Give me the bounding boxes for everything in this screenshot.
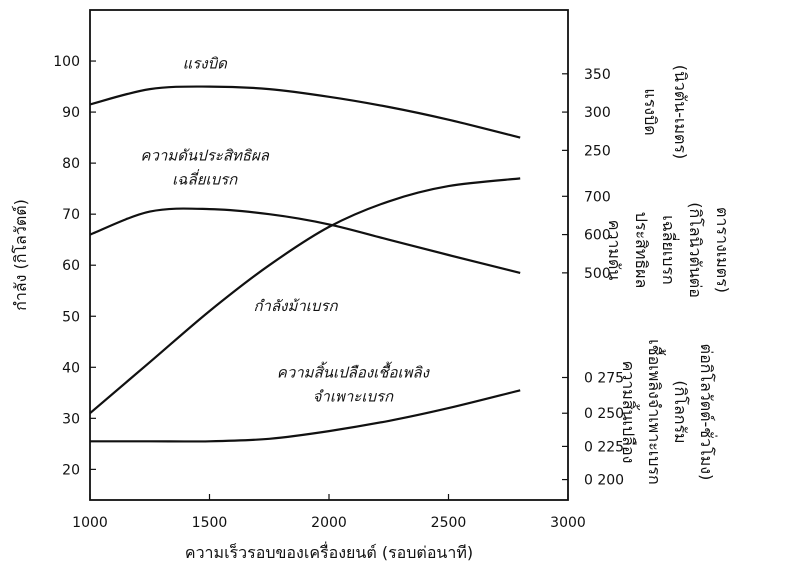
y-tick-label: 40 <box>62 360 80 376</box>
series-annotation: แรงบิด <box>183 55 229 73</box>
right-tick-label: 500 <box>584 266 611 282</box>
y-tick-label: 50 <box>62 309 80 325</box>
right-tick-label: 0 200 <box>584 473 624 489</box>
right-tick-label: 350 <box>584 67 611 83</box>
left-y-axis: 20 30 40 50 60 70 80 90 100 <box>53 54 96 478</box>
series-annotations: แรงบิดความดันประสิทธิผลเฉลี่ยเบรกกำลังม้… <box>140 55 430 406</box>
series-annotation: เฉลี่ยเบรก <box>172 169 238 189</box>
series-line <box>89 177 521 415</box>
y-tick-label: 60 <box>62 258 80 274</box>
right-axis-title-line: ประสิทธิผล <box>632 212 651 289</box>
series-line <box>89 85 521 139</box>
right-axis-title-line: ตารางเมตร) <box>713 207 732 293</box>
series-annotation: กำลังม้าเบรก <box>253 297 338 315</box>
y-axis-title: กำลัง (กิโลวัตต์) <box>11 199 30 311</box>
right-axis-title-line: แรงบิด <box>641 88 660 135</box>
y-tick-label: 90 <box>62 105 80 121</box>
right-axis-title-line: (กิโลกรัม <box>671 380 690 443</box>
series-line <box>90 389 521 443</box>
right-axis-title-line: (นิวตัน-เมตร) <box>671 65 690 160</box>
right-axis-title-line: ต่อกิโลวัตต์-ชั่วโมง) <box>697 344 718 481</box>
right-tick-label: 0 225 <box>584 439 624 455</box>
x-tick-label: 1000 <box>72 515 108 531</box>
right-axis-title-line: (กิโลนิวตันต่อ <box>686 202 705 298</box>
x-axis: 1000 1500 2000 2500 3000 <box>72 494 586 531</box>
y-tick-label: 70 <box>62 207 80 223</box>
x-axis-title: ความเร็วรอบของเครื่องยนต์ (รอบต่อนาที) <box>185 541 473 562</box>
right-tick-label: 0 250 <box>584 406 624 422</box>
x-tick-label: 3000 <box>550 515 586 531</box>
right-tick-label: 300 <box>584 105 611 121</box>
right-axis-title-line: ความสิ้นเปลือง <box>619 361 640 464</box>
plot-frame <box>89 9 569 501</box>
right-tick-label: 0 275 <box>584 371 624 387</box>
x-tick-label: 2500 <box>431 515 467 531</box>
right-axis-title-line: เชื้อเพลิงจำเพาะเบรก <box>645 339 666 484</box>
y-tick-label: 80 <box>62 156 80 172</box>
y-tick-label: 100 <box>53 54 80 70</box>
y-tick-label: 20 <box>62 462 80 478</box>
x-tick-label: 1500 <box>192 515 228 531</box>
right-axis-title-line: ความดัน <box>605 220 624 281</box>
x-tick-label: 2000 <box>311 515 347 531</box>
series-line <box>89 207 521 274</box>
series-annotation: จำเพาะเบรก <box>313 388 394 406</box>
right-tick-label: 600 <box>584 228 611 244</box>
series-annotation: ความสิ้นเปลืองเชื้อเพลิง <box>277 362 431 382</box>
series-annotation: ความดันประสิทธิผล <box>140 147 269 165</box>
data-series <box>89 85 521 443</box>
y-tick-label: 30 <box>62 411 80 427</box>
right-tick-label: 700 <box>584 189 611 205</box>
right-axis-title-line: เฉลี่ยเบรก <box>659 215 680 284</box>
right-tick-label: 250 <box>584 143 611 159</box>
